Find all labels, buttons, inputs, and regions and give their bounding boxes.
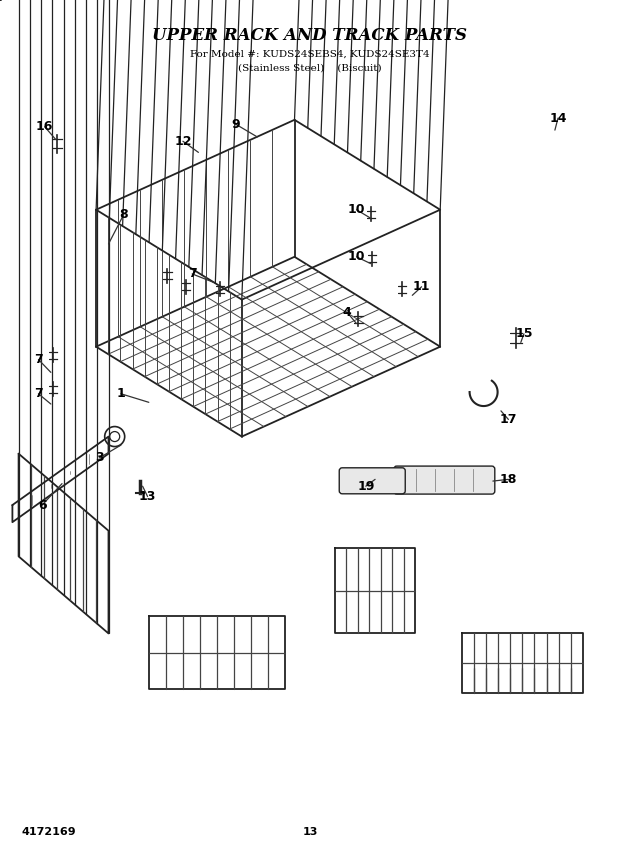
Text: 7: 7 <box>34 353 43 366</box>
Text: 18: 18 <box>500 473 517 486</box>
Text: 1: 1 <box>117 387 125 401</box>
Text: 7: 7 <box>34 387 43 401</box>
Text: 4: 4 <box>343 306 352 319</box>
FancyBboxPatch shape <box>339 467 405 494</box>
Text: 13: 13 <box>139 490 156 503</box>
Text: 13: 13 <box>303 827 317 837</box>
Text: 19: 19 <box>357 479 374 493</box>
FancyBboxPatch shape <box>394 466 495 494</box>
Text: 7: 7 <box>188 267 197 281</box>
Text: UPPER RACK AND TRACK PARTS: UPPER RACK AND TRACK PARTS <box>153 27 467 45</box>
Text: 8: 8 <box>120 207 128 221</box>
Text: 10: 10 <box>348 203 365 217</box>
Text: 6: 6 <box>38 498 46 512</box>
Text: For Model #: KUDS24SEBS4, KUDS24SE3T4: For Model #: KUDS24SEBS4, KUDS24SE3T4 <box>190 50 430 58</box>
Text: 9: 9 <box>231 117 240 131</box>
Text: 15: 15 <box>515 327 533 341</box>
Text: 3: 3 <box>95 451 104 465</box>
Text: 12: 12 <box>174 134 192 148</box>
Text: (Stainless Steel)    (Biscuit): (Stainless Steel) (Biscuit) <box>238 64 382 73</box>
Text: 4172169: 4172169 <box>22 827 76 837</box>
Text: 10: 10 <box>348 250 365 264</box>
Text: 16: 16 <box>36 120 53 134</box>
Text: 17: 17 <box>500 413 517 426</box>
Text: 11: 11 <box>413 280 430 294</box>
Text: 14: 14 <box>549 111 567 125</box>
